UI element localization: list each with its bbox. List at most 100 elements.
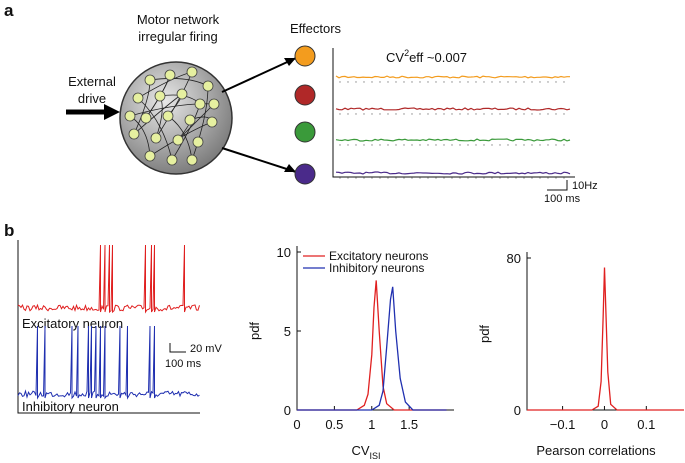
x-tick-label: 0.5 bbox=[325, 417, 343, 432]
y-tick-label: 80 bbox=[507, 251, 521, 266]
trace-dot bbox=[515, 177, 517, 179]
trace-dot bbox=[459, 177, 461, 179]
trace-dot bbox=[363, 177, 365, 179]
trace-dot bbox=[403, 144, 405, 146]
trace-dot bbox=[363, 81, 365, 83]
trace-dot bbox=[555, 144, 557, 146]
trace-dot bbox=[451, 177, 453, 179]
trace-axis bbox=[17, 240, 200, 414]
effector-trace bbox=[335, 107, 571, 111]
trace-dot bbox=[419, 81, 421, 83]
neuron bbox=[184, 114, 196, 126]
effector-trace bbox=[335, 75, 570, 79]
trace-dot bbox=[563, 144, 565, 146]
effector bbox=[294, 84, 316, 106]
neurons bbox=[124, 66, 220, 166]
trace-dot bbox=[435, 113, 437, 115]
drive-label: External bbox=[68, 74, 116, 89]
trace-dot bbox=[403, 81, 405, 83]
trace-dot bbox=[419, 113, 421, 115]
trace-dot bbox=[427, 81, 429, 83]
trace-dot bbox=[555, 81, 557, 83]
neuron bbox=[186, 154, 198, 166]
x-tick-label: 1 bbox=[368, 417, 375, 432]
trace-dot bbox=[387, 113, 389, 115]
effector bbox=[294, 163, 316, 185]
x-axis-label: ISI bbox=[370, 451, 381, 461]
cv-label: 2 bbox=[404, 48, 409, 58]
trace-dot bbox=[483, 177, 485, 179]
trace-dot bbox=[411, 144, 413, 146]
neuron bbox=[166, 154, 178, 166]
trace-dot bbox=[379, 144, 381, 146]
trace-dot bbox=[395, 81, 397, 83]
trace-dot bbox=[387, 144, 389, 146]
trace-dot bbox=[355, 144, 357, 146]
trace-dot bbox=[427, 144, 429, 146]
trace-dot bbox=[371, 81, 373, 83]
axis bbox=[526, 252, 684, 411]
trace-dot bbox=[507, 177, 509, 179]
legend-label: Excitatory neurons bbox=[329, 249, 428, 263]
trace-dot bbox=[547, 177, 549, 179]
trace-dot bbox=[387, 81, 389, 83]
x-tick-label: 1.5 bbox=[400, 417, 418, 432]
trace-dot bbox=[555, 177, 557, 179]
connection bbox=[137, 97, 173, 161]
trace-dot bbox=[531, 144, 533, 146]
trace-dot bbox=[483, 144, 485, 146]
x-tick-label: 0 bbox=[293, 417, 300, 432]
trace-dot bbox=[475, 81, 477, 83]
trace-dot bbox=[411, 113, 413, 115]
connection bbox=[191, 85, 209, 161]
trace-dot bbox=[403, 113, 405, 115]
trace-dot bbox=[499, 113, 501, 115]
neuron-trace bbox=[17, 325, 200, 400]
x-tick-label: 0 bbox=[601, 417, 608, 432]
connection bbox=[129, 103, 215, 117]
trace-dot bbox=[515, 144, 517, 146]
trace-dot bbox=[515, 113, 517, 115]
neuron bbox=[132, 92, 144, 104]
trace-dot bbox=[491, 81, 493, 83]
trace-dot bbox=[379, 113, 381, 115]
effector-trace bbox=[335, 171, 571, 175]
trace-dot bbox=[459, 81, 461, 83]
cv-label: eff ~0.007 bbox=[409, 50, 467, 65]
network bbox=[119, 61, 233, 175]
trace-dot bbox=[395, 144, 397, 146]
trace-label: Excitatory neuron bbox=[22, 316, 123, 331]
trace-dot bbox=[395, 113, 397, 115]
trace-dot bbox=[531, 81, 533, 83]
trace-dot bbox=[507, 144, 509, 146]
effector bbox=[294, 121, 316, 143]
cv-label: CV2eff ~0.007 bbox=[386, 48, 467, 65]
trace-dot bbox=[371, 177, 373, 179]
trace-dot bbox=[387, 177, 389, 179]
trace-dot bbox=[347, 144, 349, 146]
trace-dot bbox=[499, 144, 501, 146]
y-axis-label: pdf bbox=[247, 322, 262, 340]
x-tick-label: −0.1 bbox=[550, 417, 576, 432]
trace-dot bbox=[523, 113, 525, 115]
trace-dot bbox=[547, 144, 549, 146]
y-axis-label: pdf bbox=[477, 325, 492, 343]
neuron bbox=[164, 69, 176, 81]
scale-bar bbox=[547, 180, 568, 191]
trace-dot bbox=[355, 113, 357, 115]
trace-dot bbox=[539, 81, 541, 83]
trace-dot bbox=[531, 177, 533, 179]
x-tick-label: 0.1 bbox=[637, 417, 655, 432]
cv-label: CV bbox=[386, 50, 404, 65]
neuron bbox=[172, 134, 184, 146]
neuron bbox=[186, 66, 198, 78]
trace-dot bbox=[355, 81, 357, 83]
trace-dot bbox=[411, 177, 413, 179]
trace-dot bbox=[379, 81, 381, 83]
effector-trace bbox=[335, 138, 571, 142]
trace-dot bbox=[563, 177, 565, 179]
series-line bbox=[297, 286, 447, 411]
trace-dot bbox=[419, 177, 421, 179]
trace-dot bbox=[443, 81, 445, 83]
